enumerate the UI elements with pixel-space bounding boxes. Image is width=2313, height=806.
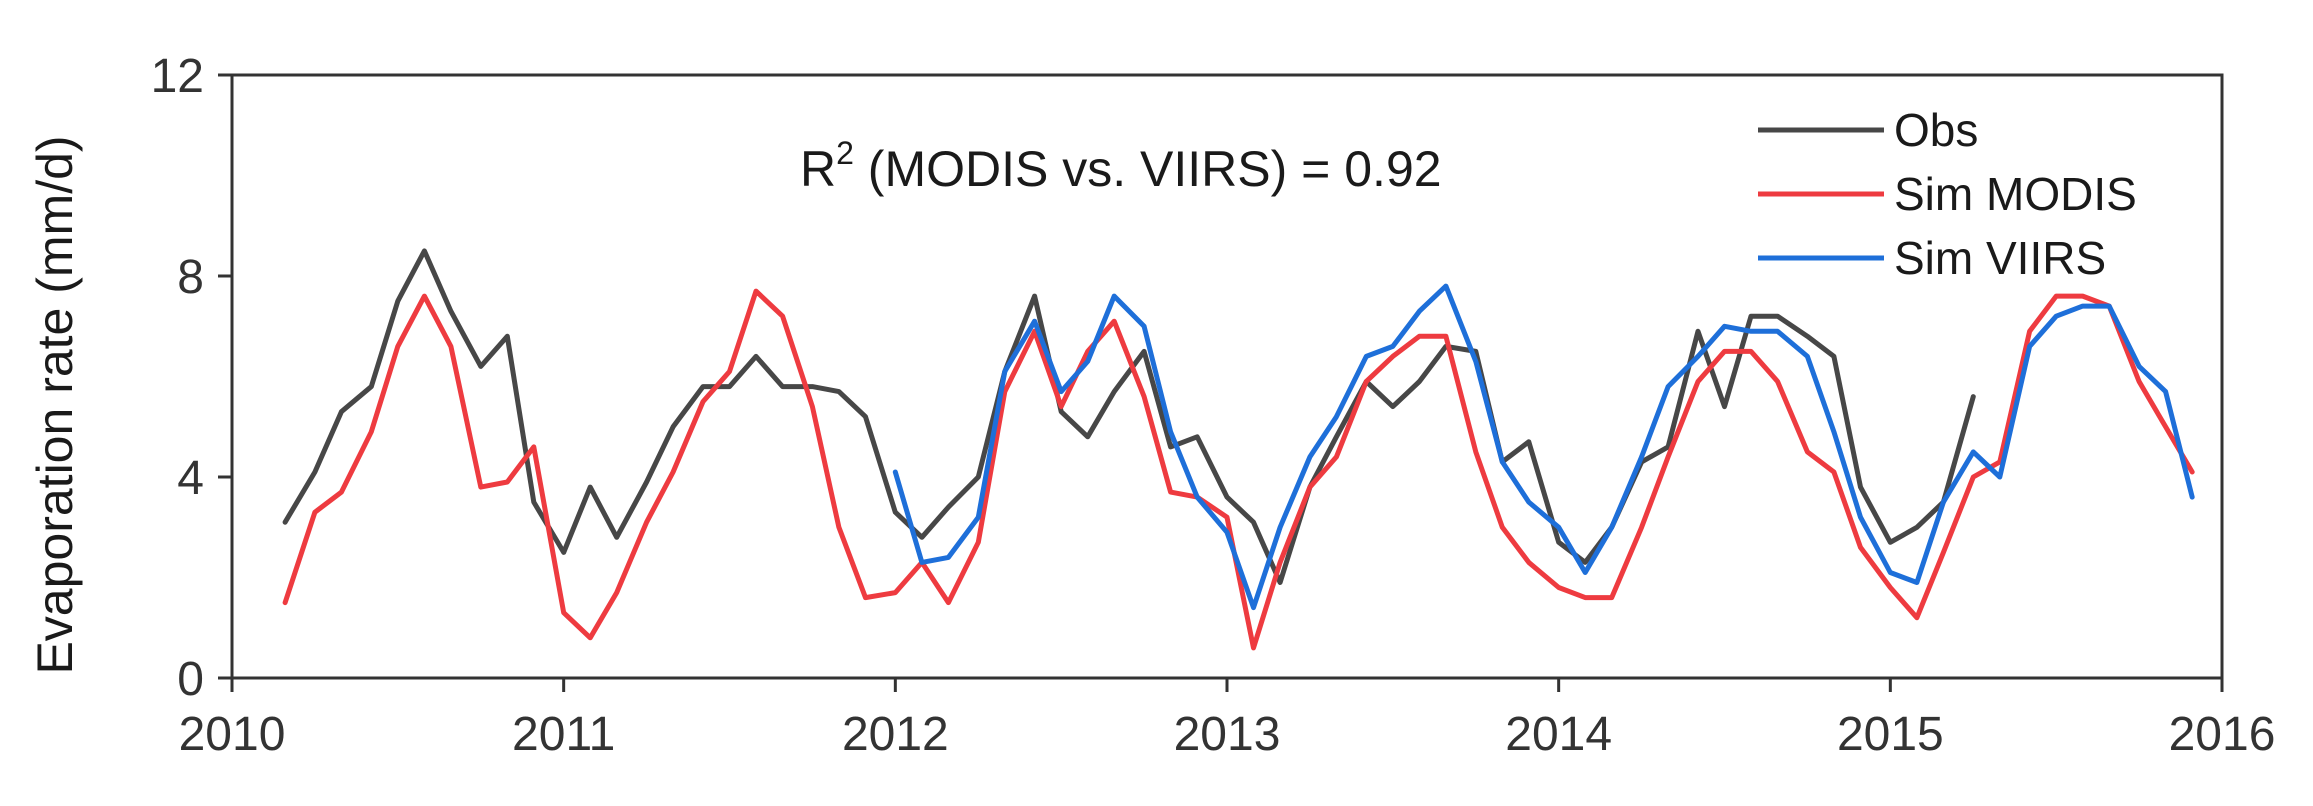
r-squared-annotation: R2 (MODIS vs. VIIRS) = 0.92 [800,135,1442,197]
legend-label-sim-viirs: Sim VIIRS [1894,232,2106,284]
y-tick-label: 8 [177,251,204,304]
x-tick-label: 2010 [179,708,286,761]
series-lines [282,248,2195,651]
legend-label-obs: Obs [1894,104,1978,156]
axes: 2010 2011 2012 2013 2014 2015 2016 0 4 8 12 [151,50,2276,761]
series-line-sim-modis [282,288,2195,651]
y-tick-label: 4 [177,452,204,505]
x-tick-label: 2015 [1837,708,1944,761]
legend-label-sim-modis: Sim MODIS [1894,168,2137,220]
x-tick-label: 2012 [842,708,949,761]
legend: Obs Sim MODIS Sim VIIRS [1758,104,2137,284]
x-tick-label: 2014 [1505,708,1612,761]
annotation-superscript: 2 [836,135,854,171]
series-line-obs [282,248,1976,585]
y-tick-label: 12 [151,50,204,103]
y-axis-title: Evaporation rate (mm/d) [27,135,83,674]
y-tick-label: 0 [177,653,204,706]
x-tick-label: 2013 [1174,708,1281,761]
annotation-prefix: R [800,141,836,197]
x-tick-label: 2016 [2169,708,2276,761]
annotation-suffix: (MODIS vs. VIIRS) = 0.92 [854,141,1442,197]
x-tick-label: 2011 [512,708,615,761]
series-line-sim-viirs [892,283,2195,611]
